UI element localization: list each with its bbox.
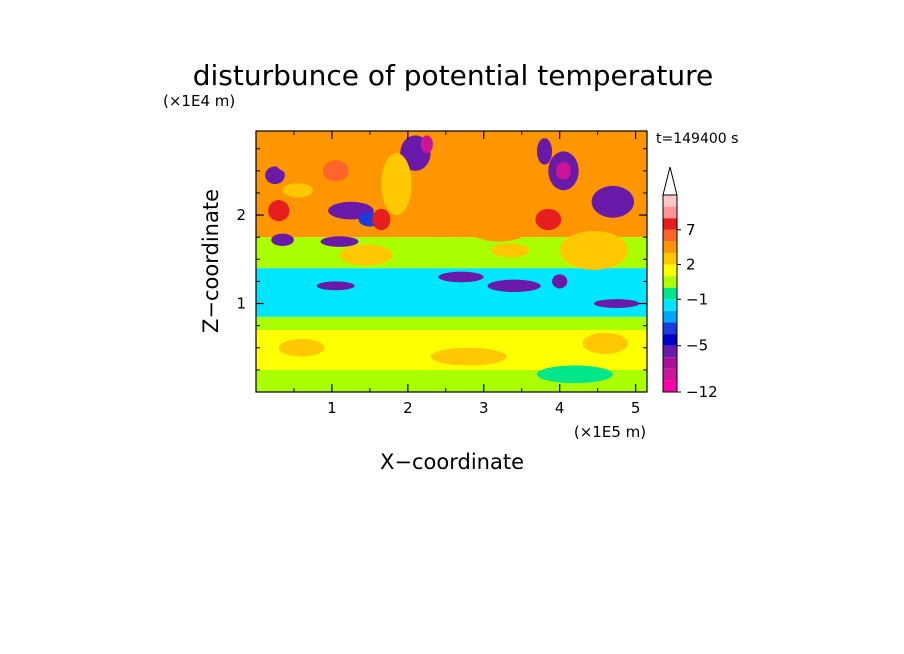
colorbar-label: −1 [686, 290, 708, 308]
colorbar-segment [663, 276, 677, 288]
contour-field [256, 131, 647, 392]
x-tick-label: 1 [327, 399, 337, 417]
field-blob-15 [457, 188, 541, 242]
field-blob-9 [372, 208, 391, 231]
colorbar-segment [663, 218, 677, 230]
field-blob-35 [582, 332, 629, 354]
y-tick-label: 2 [236, 206, 246, 224]
field-blob-16 [381, 153, 412, 216]
field-blob-33 [385, 369, 477, 388]
colorbar-segment [663, 229, 677, 242]
colorbar-segment [663, 299, 677, 311]
field-blob-10 [320, 236, 359, 247]
time-label: t=149400 s [656, 131, 738, 147]
x-axis-ticks: 1 2 3 4 5 [293, 131, 641, 417]
field-blob-25 [601, 139, 647, 185]
field-blob-30 [593, 299, 640, 308]
field-blob-28 [487, 279, 541, 293]
x-tick-label: 5 [631, 399, 641, 417]
y-axis-unit: (×1E4 m) [163, 92, 235, 110]
field-blob-1 [268, 200, 290, 222]
field-blob-29 [438, 271, 484, 283]
plot-frame [255, 130, 648, 393]
field-blob-32 [430, 347, 507, 366]
field-blob-21 [555, 161, 572, 180]
colorbar-label: 2 [686, 256, 696, 274]
y-axis-label: Z−coordinate [199, 189, 223, 333]
colorbar-segment [663, 368, 677, 381]
field-blob-0 [265, 166, 285, 185]
colorbar: 7 2 −1 −5 −12 [662, 166, 718, 401]
colorbar-segment [663, 345, 677, 358]
colorbar-segment [663, 195, 677, 207]
field-blob-6 [322, 160, 349, 182]
field-blob-19 [536, 138, 553, 165]
chart-title: disturbunce of potential temperature [193, 59, 714, 92]
colorbar-segment [663, 241, 677, 253]
x-axis-unit: (×1E5 m) [574, 423, 646, 441]
colorbar-segment [663, 310, 677, 323]
colorbar-segment [663, 334, 677, 346]
colorbar-segment [663, 206, 677, 219]
colorbar-segment [663, 252, 677, 265]
y-tick-label: 1 [236, 295, 246, 313]
field-blob-24 [559, 230, 629, 270]
colorbar-segment [663, 287, 677, 300]
field-blob-27 [316, 281, 355, 291]
field-blob-3 [282, 183, 313, 198]
field-blob-13 [420, 135, 433, 154]
x-tick-label: 3 [479, 399, 489, 417]
colorbar-segment [663, 322, 677, 335]
field-blob-23 [591, 185, 635, 218]
x-tick-label: 2 [403, 399, 413, 417]
field-blob-26 [552, 274, 568, 289]
field-blob-4 [271, 233, 294, 247]
field-blob-34 [536, 365, 613, 384]
colorbar-label: 7 [686, 221, 696, 239]
colorbar-extend-arrow [662, 166, 678, 196]
field-blob-31 [278, 338, 325, 357]
x-axis-label: X−coordinate [380, 450, 524, 474]
colorbar-label: −5 [686, 337, 708, 355]
x-tick-label: 4 [555, 399, 565, 417]
colorbar-segment [663, 380, 677, 392]
field-blob-14 [400, 184, 469, 238]
colorbar-segment [663, 264, 677, 277]
y-axis-ticks: 12 [236, 148, 647, 371]
field-blob-18 [491, 243, 530, 258]
colorbar-segment [663, 357, 677, 369]
field-blob-11 [339, 244, 393, 266]
field-band-2 [256, 316, 647, 331]
colorbar-label: −12 [686, 383, 718, 401]
field-blob-22 [535, 208, 562, 231]
